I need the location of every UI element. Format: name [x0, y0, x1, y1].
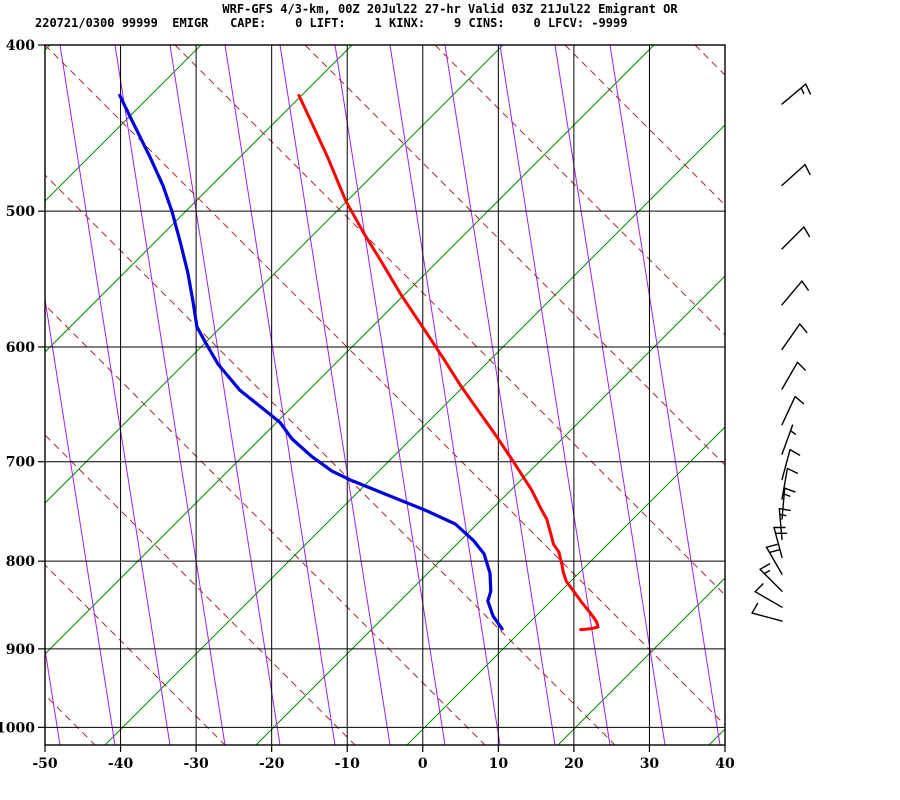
temp-label-20: 20 [564, 756, 584, 772]
pressure-label-600: 600 [6, 340, 35, 356]
temp-label--50: -50 [32, 756, 58, 772]
temp-label-0: 0 [418, 756, 428, 772]
wind-barb [781, 226, 811, 250]
wind-barb [781, 424, 797, 455]
temp-label--10: -10 [335, 756, 361, 772]
temp-label-30: 30 [640, 756, 660, 772]
temp-label-40: 40 [715, 756, 735, 772]
pressure-label-900: 900 [6, 642, 35, 658]
wind-barb [781, 323, 808, 351]
chart-stats-line: 220721/0300 99999 EMIGR CAPE: 0 LIFT: 1 … [35, 16, 628, 30]
wind-barb [781, 487, 796, 520]
wind-barb [778, 507, 791, 541]
wind-barb [759, 563, 783, 592]
temp-label-10: 10 [489, 756, 509, 772]
wind-barb [781, 467, 799, 500]
axis-ticks [38, 44, 726, 752]
wind-barb [781, 361, 806, 390]
wind-barb [781, 395, 805, 426]
sounding-curves [118, 93, 600, 632]
pressure-label-500: 500 [6, 204, 35, 220]
purple-adiabat-lines [45, 45, 721, 745]
wind-barbs [751, 83, 812, 622]
green-isotherm-lines [45, 45, 725, 745]
temp-label--20: -20 [259, 756, 285, 772]
pressure-label-1000: 1000 [0, 720, 35, 736]
pressure-label-700: 700 [6, 455, 35, 471]
wind-barb [754, 583, 783, 608]
background-lines [45, 45, 725, 745]
wind-barb [773, 526, 788, 559]
plot-frame [44, 44, 726, 746]
darkred-dashed-lines [45, 45, 725, 745]
wind-barb [765, 543, 783, 575]
wind-barb [781, 163, 811, 187]
wind-barb [751, 602, 783, 622]
pressure-label-800: 800 [6, 554, 35, 570]
temperature-curve [297, 93, 600, 632]
temp-label--30: -30 [183, 756, 209, 772]
chart-title: WRF-GFS 4/3-km, 00Z 20Jul22 27-hr Valid … [222, 2, 678, 16]
wind-barb [781, 83, 812, 105]
temperature-axis-labels: -50 -40 -30 -20 -10 0 10 20 30 40 [32, 756, 735, 772]
temp-label--40: -40 [108, 756, 134, 772]
wind-barb [781, 280, 809, 306]
dewpoint-curve [118, 93, 504, 631]
pressure-axis-labels: 400 500 600 700 800 900 1000 [0, 38, 35, 736]
pressure-label-400: 400 [6, 38, 35, 54]
wind-barb [781, 448, 801, 481]
